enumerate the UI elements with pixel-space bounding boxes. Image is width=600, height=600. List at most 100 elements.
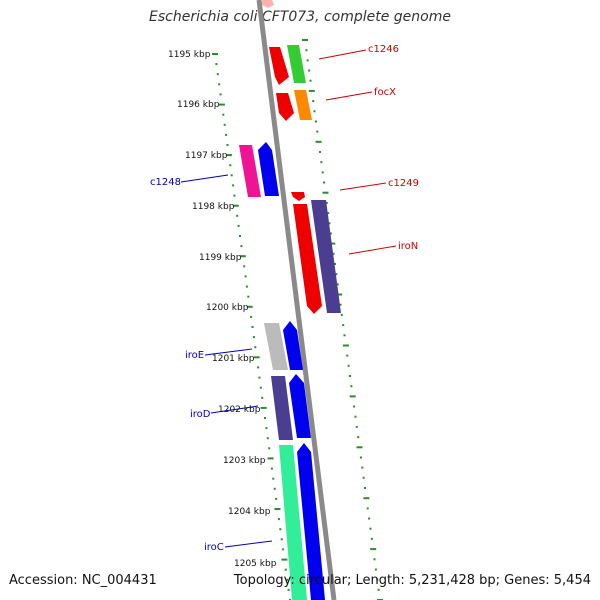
minor-tick [354, 415, 357, 418]
kbp-label: 1204 kbp [228, 507, 271, 517]
minor-tick [252, 336, 255, 339]
major-tick [232, 204, 239, 207]
minor-tick [305, 49, 308, 52]
minor-tick [376, 578, 379, 581]
minor-tick [369, 527, 372, 530]
gene-arrow-iroD-purple [271, 376, 293, 440]
minor-tick [215, 63, 218, 66]
gene-arrow-c1246 [269, 47, 289, 85]
minor-tick [226, 144, 229, 146]
gene-arrow-iroD [289, 374, 311, 438]
kbp-label: 1200 kbp [206, 303, 249, 313]
minor-tick [335, 273, 338, 276]
leader-line [210, 405, 259, 414]
minor-tick [264, 417, 266, 419]
gene-arrow-iroE [283, 321, 303, 370]
minor-tick [219, 93, 222, 96]
minor-tick [244, 275, 247, 278]
minor-tick [232, 184, 235, 187]
minor-tick [368, 517, 371, 520]
major-tick [336, 293, 343, 296]
minor-tick [279, 528, 282, 531]
minor-tick [223, 123, 226, 126]
minor-tick [313, 110, 316, 113]
minor-tick [364, 487, 366, 489]
minor-tick [243, 265, 246, 268]
minor-tick [229, 164, 232, 167]
major-tick [315, 140, 322, 143]
minor-tick [377, 588, 380, 591]
gene-label-iroC: iroC [204, 542, 224, 553]
kbp-label: 1203 kbp [223, 456, 266, 466]
minor-tick [353, 405, 356, 408]
minor-tick [266, 437, 269, 440]
minor-tick [342, 324, 345, 327]
minor-tick [230, 174, 233, 177]
minor-tick [339, 303, 342, 306]
major-tick [253, 356, 260, 359]
minor-tick [258, 376, 261, 379]
minor-tick [308, 69, 311, 72]
minor-tick [273, 487, 276, 490]
gene-label-c1248: c1248 [150, 177, 181, 188]
minor-tick [370, 537, 373, 540]
gene-arrow-c1249 [291, 192, 305, 201]
minor-tick [277, 518, 280, 521]
minor-tick [323, 181, 326, 184]
gene-arrow-iroN [311, 200, 341, 313]
genome-title: Escherichia coli CFT073, complete genome [149, 9, 451, 25]
minor-tick [349, 375, 351, 377]
minor-tick [239, 235, 241, 237]
minor-tick [236, 214, 239, 217]
kbp-label: 1196 kbp [177, 100, 220, 110]
gene-label-focX: focX [374, 87, 396, 98]
minor-tick [280, 538, 283, 541]
leader-line [224, 540, 273, 548]
major-tick [281, 558, 288, 561]
leader-line [325, 91, 373, 101]
minor-tick [359, 456, 362, 459]
minor-tick [225, 133, 228, 136]
minor-tick [319, 151, 321, 153]
dotted-ticks-left [212, 53, 291, 600]
gene-arrow-focX-red [276, 93, 294, 121]
major-tick [246, 305, 253, 308]
minor-tick [332, 252, 335, 255]
kbp-label: 1205 kbp [234, 559, 277, 569]
minor-tick [245, 285, 248, 288]
minor-tick [237, 224, 240, 227]
kbp-label: 1202 kbp [218, 405, 261, 415]
minor-tick [343, 334, 346, 337]
minor-tick [251, 326, 254, 328]
minor-tick [350, 385, 353, 388]
minor-tick [247, 295, 250, 298]
minor-tick [254, 346, 257, 349]
gene-arrow-grey [264, 323, 288, 370]
minor-tick [347, 364, 350, 367]
gene-labels: c1246 focX c1248 c1249 iroN iroE iroD ir… [150, 44, 419, 553]
minor-tick [270, 467, 273, 470]
minor-tick [272, 477, 275, 480]
kbp-label: 1199 kbp [199, 253, 242, 263]
leader-line [348, 245, 397, 255]
gene-arrow-iroC [297, 443, 325, 600]
genome-summary-text: Topology: circular; Length: 5,231,428 bp… [233, 573, 591, 588]
minor-tick [286, 578, 289, 581]
gene-arrow-iroC-teal [279, 445, 307, 600]
minor-tick [233, 194, 236, 197]
gene-features [239, 0, 341, 600]
minor-tick [222, 113, 225, 116]
gene-partial-top [262, 0, 274, 8]
kbp-label: 1201 kbp [212, 354, 255, 364]
major-tick [363, 497, 370, 500]
minor-tick [328, 222, 331, 225]
major-tick [212, 53, 218, 55]
minor-tick [261, 396, 264, 399]
genome-backbone [256, 0, 337, 600]
leader-line [204, 348, 253, 356]
major-tick [370, 548, 377, 551]
dotted-ticks-right [302, 39, 383, 600]
gene-arrow-focX [294, 90, 312, 120]
major-tick [239, 255, 246, 258]
minor-tick [325, 201, 328, 204]
